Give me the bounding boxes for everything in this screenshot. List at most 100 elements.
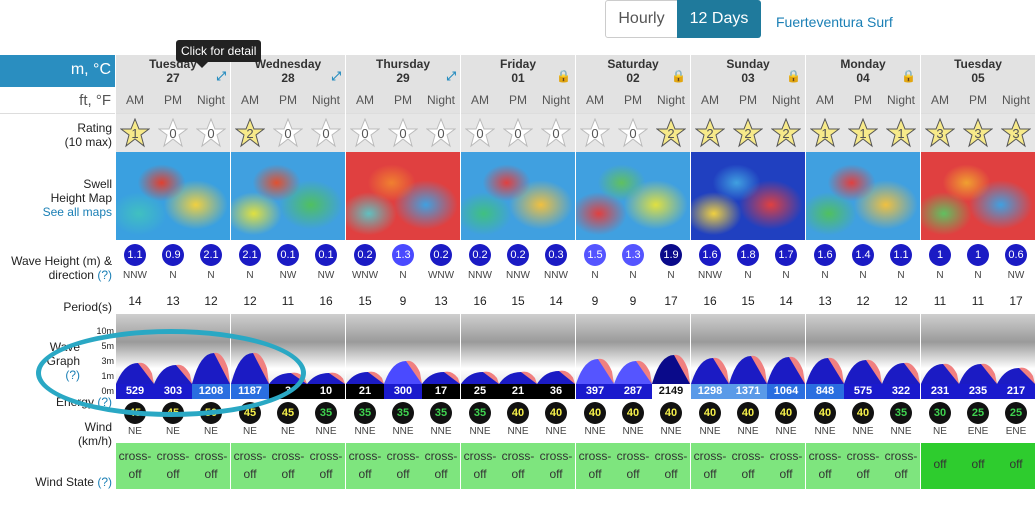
wave-height-value: 1.6: [817, 249, 833, 261]
wave-graph: [116, 314, 230, 384]
wave-direction-arrow-icon: 0.1: [277, 244, 299, 266]
wave-crest: [483, 371, 499, 384]
see-all-maps-link[interactable]: See all maps: [42, 205, 112, 219]
swell-height-map[interactable]: [576, 152, 690, 240]
wave-cell: 0.1 NW: [269, 244, 307, 288]
wave-cell: 1.3 N: [614, 244, 652, 288]
wave-direction-label: N: [821, 270, 829, 281]
day-header[interactable]: Tuesday 05: [921, 55, 1035, 87]
day-column: Thursday 29 ⤢ AM PM Night 0 0 0 0.2 WNW 1.…: [345, 55, 460, 506]
period-row: 16 15 14: [691, 288, 805, 314]
period-row: 15 9 13: [346, 288, 460, 314]
day-header[interactable]: Sunday 03 🔒: [691, 55, 805, 87]
wave-graph-help-link[interactable]: (?): [65, 368, 80, 382]
hourly-button[interactable]: Hourly: [605, 0, 678, 38]
wave-graph-svg: [806, 357, 920, 384]
rating-value: 3: [1012, 126, 1020, 141]
period-value: 15: [741, 294, 755, 308]
time-of-day-label: PM: [969, 93, 987, 107]
wind-cell: 35 NNE: [307, 402, 345, 443]
energy-help-link[interactable]: (?): [97, 395, 112, 409]
wave-direction-label: N: [782, 270, 790, 281]
imperial-unit-toggle[interactable]: ft, °F: [0, 87, 115, 114]
time-of-day-label: Night: [311, 93, 340, 107]
star-icon: 0: [426, 118, 456, 148]
day-header[interactable]: Monday 04 🔒: [806, 55, 920, 87]
energy-row: 529 303 1208: [116, 384, 230, 399]
rating-cell: 3: [959, 114, 997, 152]
wave-height-value: 0.9: [165, 249, 181, 261]
wind-row: 40 NNE 40 NNE 35 NNE: [806, 399, 920, 443]
rating-value: 0: [322, 126, 330, 141]
wind-speed-value: 25: [1009, 407, 1023, 419]
lock-icon[interactable]: 🔒: [556, 69, 571, 83]
period-row: 16 15 14: [461, 288, 575, 314]
wind-state-value: cross-off: [693, 449, 727, 481]
expand-icon[interactable]: ⤢: [331, 69, 341, 83]
wave-cell: 0.1 NW: [307, 244, 345, 288]
swell-height-map[interactable]: [116, 152, 230, 240]
wave-crest: [866, 359, 882, 384]
expand-icon[interactable]: ⤢: [446, 69, 456, 83]
swell-height-map[interactable]: [921, 152, 1035, 240]
day-header[interactable]: Friday 01 🔒: [461, 55, 575, 87]
wave-cell: 0.9 N: [154, 244, 192, 288]
rating-value: 0: [591, 126, 599, 141]
day-name: Sunday: [726, 57, 770, 71]
wind-state-value: cross-off: [463, 449, 497, 481]
swell-height-map[interactable]: [806, 152, 920, 240]
day-name: Tuesday: [954, 57, 1002, 71]
twelve-days-button[interactable]: 12 Days: [677, 0, 761, 38]
wind-cell: 35 NNE: [882, 402, 920, 443]
wave-graph-svg: [691, 355, 805, 384]
location-link[interactable]: Fuerteventura Surf: [776, 14, 893, 30]
rating-cell: 0: [576, 114, 614, 152]
wave-height-value: 0.1: [318, 249, 334, 261]
period-value: 17: [1009, 294, 1023, 308]
wave-help-link[interactable]: (?): [97, 268, 112, 282]
lock-icon[interactable]: 🔒: [786, 69, 801, 83]
wind-state-help-link[interactable]: (?): [97, 475, 112, 489]
swell-height-map[interactable]: [231, 152, 345, 240]
wave-direction-arrow-icon: 0.6: [1005, 244, 1027, 266]
energy-value: 2149: [652, 384, 690, 399]
time-of-day-label: AM: [241, 93, 259, 107]
rating-value: 0: [399, 126, 407, 141]
swell-height-map[interactable]: [346, 152, 460, 240]
time-of-day-label: AM: [816, 93, 834, 107]
energy-value: 397: [576, 384, 614, 399]
lock-icon[interactable]: 🔒: [901, 69, 916, 83]
wave-crest: [253, 352, 269, 384]
day-header[interactable]: Thursday 29 ⤢: [346, 55, 460, 87]
energy-value: 848: [806, 384, 844, 399]
period-value: 9: [399, 294, 407, 308]
rating-cell: 0: [537, 114, 575, 152]
period-value: 16: [703, 294, 717, 308]
wave-crest: [368, 371, 384, 384]
wind-cell: 40 NNE: [844, 402, 882, 443]
star-icon: 3: [963, 118, 993, 148]
wind-state-value: cross-off: [731, 449, 765, 481]
wave-direction-label: NW: [279, 270, 297, 281]
wave-height-value: 2.1: [203, 249, 219, 261]
swell-height-map[interactable]: [461, 152, 575, 240]
energy-value: 303: [154, 384, 192, 399]
wind-cell: 25 ENE: [997, 402, 1035, 443]
wave-crest: [1019, 367, 1035, 384]
day-date: 01: [511, 71, 525, 85]
rating-cell: 1: [116, 114, 154, 152]
detail-tooltip: Click for detail: [176, 40, 262, 68]
day-header[interactable]: Saturday 02 🔒: [576, 55, 690, 87]
lock-icon[interactable]: 🔒: [671, 69, 686, 83]
time-of-day-label: Night: [196, 93, 225, 107]
metric-unit-toggle[interactable]: m, °C: [0, 55, 115, 87]
rating-value: 0: [169, 126, 177, 141]
wind-state-value: cross-off: [233, 449, 267, 481]
wind-cell: 40 NNE: [729, 402, 767, 443]
wind-arrow-icon: 50: [200, 402, 222, 424]
wave-graph: [921, 314, 1035, 384]
swell-height-map[interactable]: [691, 152, 805, 240]
wind-arrow-icon: 45: [162, 402, 184, 424]
expand-icon[interactable]: ⤢: [216, 69, 226, 83]
rating-cell: 1: [844, 114, 882, 152]
